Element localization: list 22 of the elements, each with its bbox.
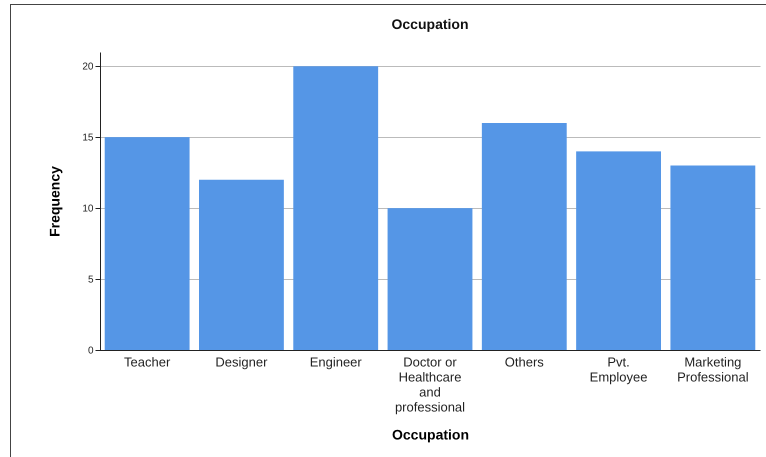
x-axis-title: Occupation (392, 426, 470, 442)
bar (388, 208, 472, 350)
y-tick-label: 5 (88, 274, 94, 286)
bar (199, 180, 284, 350)
x-tick-label: Teacher (124, 354, 171, 370)
y-tick-label: 15 (82, 132, 94, 144)
chart-title: Occupation (391, 16, 469, 32)
x-tick-label: Doctor or Healthcare and professional (394, 354, 466, 414)
y-axis-title: Frequency (46, 166, 62, 237)
y-tick-label: 20 (82, 62, 94, 73)
y-tick-label: 10 (82, 204, 94, 215)
bar (293, 66, 378, 350)
x-tick-label: Pvt. Employee (590, 354, 648, 384)
bar (670, 166, 756, 350)
x-tick-label: Engineer (310, 354, 362, 370)
x-tick-label: Designer (215, 354, 268, 370)
x-tick-label: Others (504, 354, 544, 370)
bar (576, 151, 661, 350)
bar (482, 122, 567, 350)
x-tick-label: Marketing Professional (677, 354, 749, 384)
bar (104, 137, 190, 350)
y-tick-label: 0 (88, 346, 94, 356)
